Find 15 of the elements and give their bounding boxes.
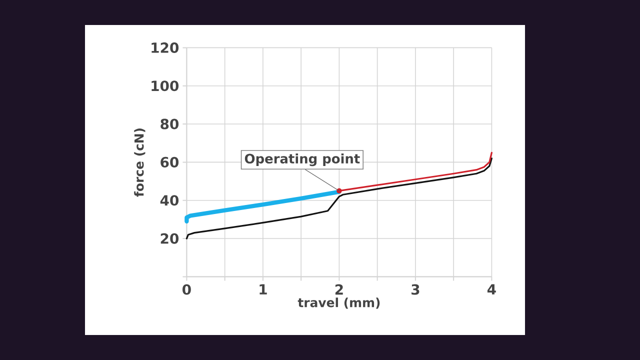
y-tick-label: 20 xyxy=(160,233,179,244)
x-axis-title: travel (mm) xyxy=(298,298,380,309)
annotation: Operating point xyxy=(244,154,360,166)
y-tick-label: 80 xyxy=(160,118,179,130)
y-tick-label: 40 xyxy=(160,195,179,206)
x-tick-label: 1 xyxy=(260,284,267,294)
line-series xyxy=(184,190,342,224)
y-tick-label: 100 xyxy=(152,80,179,92)
y-tick-label: 60 xyxy=(160,156,179,168)
y-tick-label: 120 xyxy=(152,42,179,53)
x-tick-label: 2 xyxy=(335,284,343,295)
x-tick-label: 3 xyxy=(412,284,420,295)
x-tick-label: 0 xyxy=(182,284,191,295)
x-tick-label: 4 xyxy=(487,284,496,294)
y-axis-title: force (cN) xyxy=(134,128,146,197)
